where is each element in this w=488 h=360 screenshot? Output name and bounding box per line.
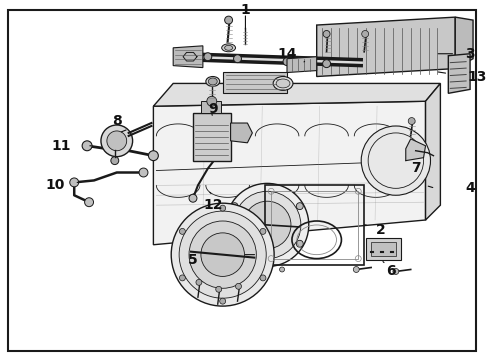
Text: 9: 9 [207,102,217,116]
Circle shape [179,275,185,281]
Polygon shape [183,53,197,61]
Circle shape [323,31,329,37]
Circle shape [139,168,148,177]
Bar [193,113,230,161]
Circle shape [392,269,398,274]
Circle shape [260,228,265,234]
Circle shape [206,96,216,106]
Circle shape [219,298,225,304]
Circle shape [148,151,158,161]
Polygon shape [153,101,425,245]
Polygon shape [316,17,454,77]
Circle shape [231,240,238,247]
Circle shape [215,286,221,292]
Circle shape [243,259,247,264]
Polygon shape [153,84,440,106]
Text: 12: 12 [203,198,222,212]
Circle shape [254,265,259,270]
Circle shape [260,275,265,281]
Ellipse shape [224,45,232,50]
Circle shape [235,283,241,289]
Circle shape [203,53,211,61]
Circle shape [225,183,308,266]
Ellipse shape [273,77,292,90]
Text: 3: 3 [464,47,474,61]
Ellipse shape [221,44,235,52]
Polygon shape [454,17,472,69]
Text: 1: 1 [240,3,250,17]
Circle shape [322,60,330,68]
Circle shape [84,198,93,207]
Text: 13: 13 [466,69,486,84]
Text: 7: 7 [410,161,420,175]
Text: 4: 4 [464,181,474,195]
Bar [264,185,364,265]
Circle shape [296,203,303,210]
Circle shape [233,55,241,63]
Circle shape [101,125,132,157]
Circle shape [243,201,290,249]
Text: 11: 11 [52,139,71,153]
Polygon shape [222,72,286,93]
Text: 10: 10 [45,178,64,192]
Circle shape [189,221,256,288]
Polygon shape [447,54,469,93]
Circle shape [231,203,238,210]
Circle shape [179,228,185,234]
Circle shape [201,233,244,276]
Circle shape [179,211,265,298]
Circle shape [196,279,202,285]
Polygon shape [173,46,203,68]
Circle shape [107,131,126,151]
Bar [366,238,400,260]
Bar [370,242,395,256]
Circle shape [171,203,274,306]
Circle shape [296,240,303,247]
Circle shape [353,266,359,273]
Polygon shape [405,139,425,161]
Ellipse shape [276,79,289,88]
Circle shape [189,194,197,202]
Text: 5: 5 [188,253,198,267]
Circle shape [219,205,225,211]
Text: 14: 14 [277,47,296,61]
Circle shape [407,118,414,125]
Ellipse shape [205,77,219,86]
Circle shape [233,191,300,258]
Polygon shape [286,57,316,73]
Circle shape [82,141,92,151]
Bar [271,191,358,258]
Polygon shape [425,84,440,220]
Text: 8: 8 [112,114,122,128]
Polygon shape [230,123,252,143]
Circle shape [70,178,79,187]
Bar [201,101,220,113]
Circle shape [283,58,290,66]
Text: 2: 2 [375,223,385,237]
Circle shape [224,16,232,24]
Circle shape [111,157,119,165]
Circle shape [279,267,284,272]
Circle shape [361,31,368,37]
Circle shape [361,126,429,195]
Ellipse shape [208,78,217,85]
Text: 6: 6 [386,265,395,279]
